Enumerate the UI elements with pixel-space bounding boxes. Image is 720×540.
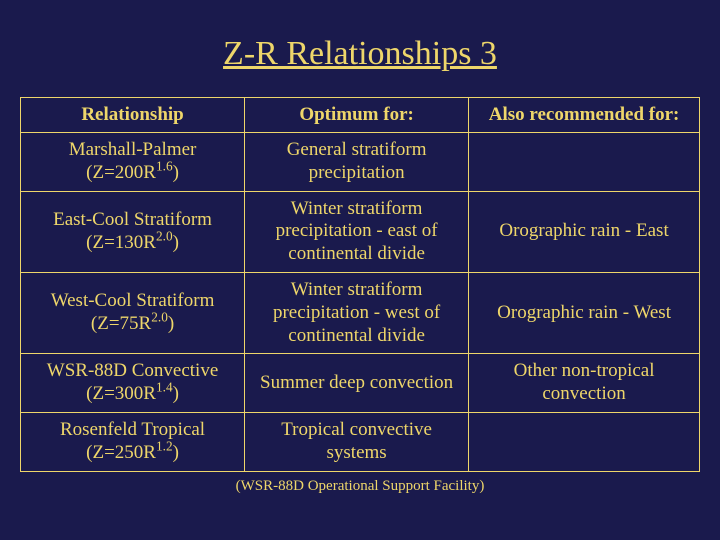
relationship-name: Marshall-Palmer xyxy=(29,139,236,162)
also-cell: Orographic rain - West xyxy=(469,272,700,353)
table-row: East-Cool Stratiform (Z=130R2.0) Winter … xyxy=(21,191,700,272)
relationship-name: WSR-88D Convective xyxy=(29,360,236,383)
relationship-formula: (Z=250R1.2) xyxy=(29,442,236,465)
table-row: Marshall-Palmer (Z=200R1.6) General stra… xyxy=(21,133,700,192)
also-cell: Orographic rain - East xyxy=(469,191,700,272)
footnote: (WSR-88D Operational Support Facility) xyxy=(20,478,700,495)
table-header-row: Relationship Optimum for: Also recommend… xyxy=(21,98,700,133)
relationship-formula: (Z=300R1.4) xyxy=(29,383,236,406)
optimum-cell: Tropical convective systems xyxy=(245,412,469,471)
relationship-cell: Rosenfeld Tropical (Z=250R1.2) xyxy=(21,412,245,471)
also-cell xyxy=(469,133,700,192)
zr-table: Relationship Optimum for: Also recommend… xyxy=(20,97,700,472)
optimum-cell: Winter stratiform precipitation - east o… xyxy=(245,191,469,272)
relationship-name: Rosenfeld Tropical xyxy=(29,419,236,442)
relationship-name: West-Cool Stratiform xyxy=(29,290,236,313)
slide-title: Z-R Relationships 3 xyxy=(20,35,700,73)
relationship-formula: (Z=200R1.6) xyxy=(29,162,236,185)
relationship-formula: (Z=75R2.0) xyxy=(29,313,236,336)
header-also: Also recommended for: xyxy=(469,98,700,133)
header-relationship: Relationship xyxy=(21,98,245,133)
table-row: WSR-88D Convective (Z=300R1.4) Summer de… xyxy=(21,354,700,413)
relationship-name: East-Cool Stratiform xyxy=(29,209,236,232)
relationship-cell: Marshall-Palmer (Z=200R1.6) xyxy=(21,133,245,192)
relationship-cell: East-Cool Stratiform (Z=130R2.0) xyxy=(21,191,245,272)
relationship-formula: (Z=130R2.0) xyxy=(29,232,236,255)
table-row: West-Cool Stratiform (Z=75R2.0) Winter s… xyxy=(21,272,700,353)
also-cell: Other non-tropical convection xyxy=(469,354,700,413)
optimum-cell: Summer deep convection xyxy=(245,354,469,413)
relationship-cell: WSR-88D Convective (Z=300R1.4) xyxy=(21,354,245,413)
header-optimum: Optimum for: xyxy=(245,98,469,133)
slide: Z-R Relationships 3 Relationship Optimum… xyxy=(0,0,720,540)
table-row: Rosenfeld Tropical (Z=250R1.2) Tropical … xyxy=(21,412,700,471)
relationship-cell: West-Cool Stratiform (Z=75R2.0) xyxy=(21,272,245,353)
optimum-cell: Winter stratiform precipitation - west o… xyxy=(245,272,469,353)
also-cell xyxy=(469,412,700,471)
optimum-cell: General stratiform precipitation xyxy=(245,133,469,192)
